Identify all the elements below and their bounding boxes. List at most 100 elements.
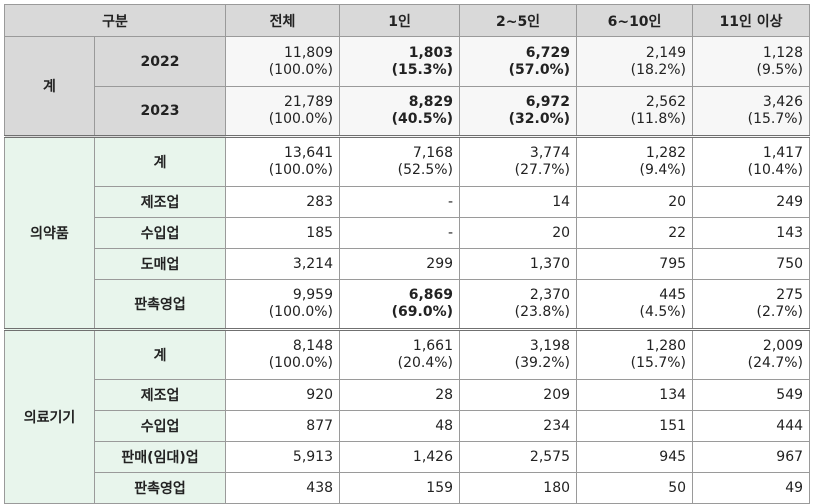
value-cell: 14: [459, 186, 578, 218]
value-cell: 877: [225, 410, 341, 442]
table-row: 제조업 283 - 14 20 249: [5, 186, 811, 218]
count-value: 28: [435, 386, 454, 403]
value-cell: 795: [576, 248, 694, 280]
value-cell: 549: [692, 379, 811, 411]
count-value: 3,214: [292, 255, 334, 272]
value-cell: 444: [692, 410, 811, 442]
percent-value: (100.0%): [268, 61, 334, 78]
count-value: 1,282: [645, 145, 687, 161]
value-cell: 1,370: [459, 248, 578, 280]
count-value: 134: [659, 386, 687, 403]
value-cell: 9,959 (100.0%): [225, 279, 341, 330]
row-label: 판매(임대)업: [93, 441, 227, 473]
value-cell: 159: [339, 472, 461, 504]
percent-value: (69.0%): [391, 304, 454, 320]
count-value: 445: [659, 287, 687, 303]
table-header: 구분 전체 1인 2~5인 6~10인 11인 이상: [3, 4, 811, 37]
count-value: 275: [776, 287, 804, 303]
value-cell: 1,128 (9.5%): [692, 36, 811, 87]
percent-value: (18.2%): [630, 61, 687, 78]
count-value: 7,168: [412, 145, 454, 161]
value-cell: 20: [459, 217, 578, 249]
count-value: 11,809: [284, 44, 334, 61]
value-cell: 28: [339, 379, 461, 411]
header-6-10-persons: 6~10인: [576, 4, 694, 37]
count-value: 3,426: [762, 94, 804, 110]
group-label: 의약품: [4, 135, 95, 330]
value-cell: -: [339, 186, 461, 218]
value-cell: 1,661 (20.4%): [339, 328, 461, 380]
percent-value: (15.7%): [747, 111, 804, 127]
table-row: 도매업 3,214 299 1,370 795 750: [5, 248, 811, 280]
percent-value: (39.2%): [514, 355, 571, 371]
count-value: 444: [776, 417, 804, 434]
value-cell: 50: [576, 472, 694, 504]
count-value: 438: [306, 479, 334, 496]
table-row: 의료기기 계 8,148 (100.0%) 1,661 (20.4%) 3,198 (39.2…: [4, 328, 811, 504]
percent-value: (20.4%): [397, 355, 454, 371]
count-value: 1,803: [408, 44, 454, 61]
value-cell: 1,803 (15.3%): [339, 36, 461, 87]
percent-value: (57.0%): [508, 61, 571, 78]
row-label: 계: [93, 135, 227, 187]
count-value: 1,280: [645, 338, 687, 354]
count-value: 49: [785, 479, 804, 496]
value-cell: 6,972 (32.0%): [459, 86, 578, 137]
value-cell: 3,426 (15.7%): [692, 86, 811, 137]
count-value: 6,729: [525, 44, 571, 61]
count-value: 2,370: [529, 287, 571, 303]
value-cell: 48: [339, 410, 461, 442]
table-row: 2023 21,789 (100.0%) 8,829 (40.5%) 6,972 (32.0…: [5, 86, 811, 137]
row-label: 도매업: [93, 248, 227, 280]
value-cell: 249: [692, 186, 811, 218]
row-label: 수입업: [93, 217, 227, 249]
percent-value: (100.0%): [268, 304, 334, 320]
value-cell: 11,809 (100.0%): [225, 36, 341, 87]
percent-value: (100.0%): [268, 162, 334, 178]
value-cell: 21,789 (100.0%): [225, 86, 341, 137]
count-value: 1,370: [529, 255, 571, 272]
value-cell: 3,214: [225, 248, 341, 280]
count-value: 3,774: [529, 145, 571, 161]
value-cell: 8,829 (40.5%): [339, 86, 461, 137]
count-value: 20: [552, 224, 571, 241]
count-value: 185: [306, 224, 334, 241]
percent-value: (15.7%): [630, 355, 687, 371]
percent-value: (10.4%): [747, 162, 804, 178]
value-cell: 1,417 (10.4%): [692, 135, 811, 187]
count-value: 750: [776, 255, 804, 272]
percent-value: (11.8%): [630, 111, 687, 127]
count-value: 2,575: [529, 448, 571, 465]
value-cell: 185: [225, 217, 341, 249]
percent-value: (40.5%): [391, 111, 454, 127]
row-label: 판촉영업: [93, 279, 227, 330]
value-cell: 20: [576, 186, 694, 218]
table-row: 판촉영업 9,959 (100.0%) 6,869 (69.0%) 2,370 (23.8%…: [5, 279, 811, 330]
count-value: 795: [659, 255, 687, 272]
count-value: 877: [306, 417, 334, 434]
count-value: 920: [306, 386, 334, 403]
table-row: 수입업 185 - 20 22 143: [5, 217, 811, 249]
statistics-table: 구분 전체 1인 2~5인 6~10인 11인 이상 계 2022 11,809 (1…: [3, 4, 811, 504]
percent-value: (9.4%): [639, 162, 687, 178]
value-cell: 49: [692, 472, 811, 504]
count-value: 8,148: [292, 338, 334, 354]
count-value: 8,829: [408, 94, 454, 110]
row-label: 2022: [93, 36, 227, 87]
count-value: 22: [668, 224, 687, 241]
count-value: 1,128: [762, 44, 804, 61]
count-value: 151: [659, 417, 687, 434]
table-row: 계 2022 11,809 (100.0%) 1,803 (15.3%) 6,729 (57.…: [4, 36, 811, 137]
count-value: 1,417: [762, 145, 804, 161]
count-value: 549: [776, 386, 804, 403]
count-value: 249: [776, 193, 804, 210]
count-value: 48: [435, 417, 454, 434]
table-body: 계 2022 11,809 (100.0%) 1,803 (15.3%) 6,729 (57.…: [4, 36, 811, 504]
value-cell: 180: [459, 472, 578, 504]
value-cell: 445 (4.5%): [576, 279, 694, 330]
value-cell: 920: [225, 379, 341, 411]
value-cell: 2,149 (18.2%): [576, 36, 694, 87]
header-1-person: 1인: [339, 4, 461, 37]
percent-value: (27.7%): [514, 162, 571, 178]
count-value: 283: [306, 193, 334, 210]
